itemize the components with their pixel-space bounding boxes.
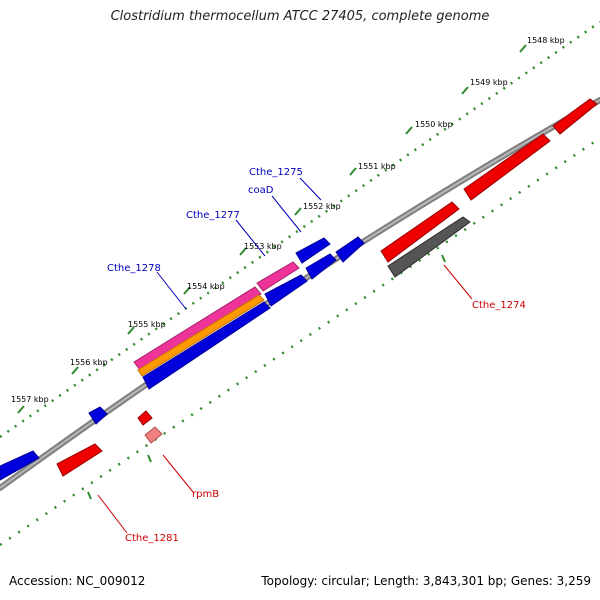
label-cthe-1281: Cthe_1281 [125, 533, 179, 544]
reverse-genes [56, 98, 598, 477]
tick-1556 [71, 366, 79, 375]
gene-red-small [137, 410, 153, 426]
tick-label-1555: 1555 kbp [128, 320, 166, 329]
map-title: Clostridium thermocellum ATCC 27405, com… [110, 9, 490, 24]
topology-text: Topology: circular; Length: 3,843,301 bp… [261, 574, 591, 588]
label-cthe-1277: Cthe_1277 [186, 210, 240, 221]
accession-text: Accession: NC_009012 [9, 574, 146, 588]
tick-1557 [17, 405, 25, 414]
label-cthe-1278: Cthe_1278 [107, 263, 161, 274]
gene-rpmB [144, 426, 163, 444]
gene-red-3 [380, 201, 460, 263]
tick-1555 [127, 326, 135, 335]
gene-blue-left [0, 450, 40, 481]
tick-label-1548: 1548 kbp [527, 36, 565, 45]
gene-blue-small [88, 406, 108, 425]
tick-label-1552: 1552 kbp [303, 202, 341, 211]
colored-features [133, 261, 300, 377]
tick-label-1557: 1557 kbp [11, 395, 49, 404]
gene-cthe-1281 [56, 443, 103, 477]
tick-1554 [183, 286, 191, 295]
gene-coaD [305, 253, 337, 280]
gene-cthe-1275 [295, 237, 331, 264]
tick-1551 [349, 167, 357, 176]
label-rpmB: rpmB [192, 489, 219, 500]
leader-lines [97, 177, 473, 534]
tick-1552 [294, 207, 302, 216]
gene-red-2 [463, 133, 551, 201]
tick-label-1556: 1556 kbp [70, 358, 108, 367]
feature-pink-long [133, 286, 262, 371]
gene-cthe-1274 [387, 216, 471, 278]
feature-orange-long [137, 294, 265, 377]
label-cthe-1275: Cthe_1275 [249, 167, 303, 178]
tick-label-1551: 1551 kbp [358, 162, 396, 171]
tick-1553 [239, 247, 247, 256]
label-cthe-1274: Cthe_1274 [472, 300, 526, 311]
label-coaD: coaD [248, 185, 274, 196]
gene-labels: Cthe_1275 coaD Cthe_1277 Cthe_1278 Cthe_… [107, 167, 526, 544]
ruler-labels: 1548 kbp 1549 kbp 1550 kbp 1551 kbp 1552… [11, 36, 565, 404]
feature-pink-upper [256, 261, 300, 292]
tick-label-1554: 1554 kbp [187, 282, 225, 291]
gene-cthe-1278 [142, 301, 271, 390]
gene-blue-right [335, 236, 365, 263]
tick-label-1553: 1553 kbp [244, 242, 282, 251]
inner-ruler [0, 136, 600, 547]
tick-label-1549: 1549 kbp [470, 78, 508, 87]
outer-ruler [0, 20, 600, 439]
tick-1549 [461, 86, 469, 95]
tick-label-1550: 1550 kbp [415, 120, 453, 129]
gene-cthe-1277 [264, 274, 308, 307]
tick-1550 [405, 126, 413, 135]
tick-1548 [519, 44, 527, 53]
forward-genes [0, 236, 365, 481]
gene-red-1 [552, 98, 598, 135]
